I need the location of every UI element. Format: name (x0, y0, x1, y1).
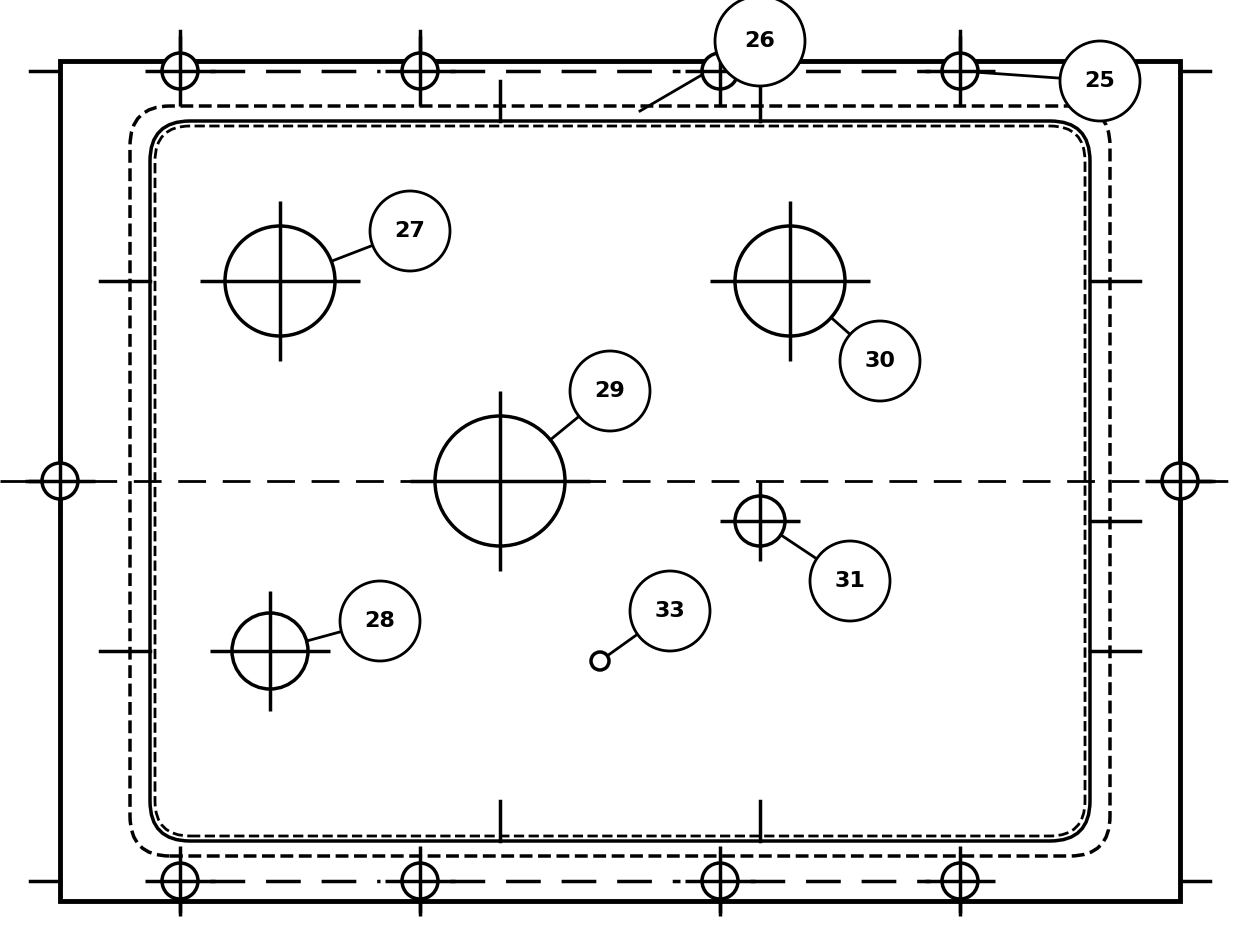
Text: 27: 27 (394, 221, 425, 241)
Circle shape (942, 53, 978, 89)
Circle shape (591, 652, 609, 670)
Text: 26: 26 (744, 31, 775, 51)
Circle shape (810, 541, 890, 621)
Circle shape (42, 463, 78, 499)
Text: 33: 33 (655, 601, 686, 621)
Circle shape (232, 613, 308, 689)
Circle shape (340, 581, 420, 661)
Circle shape (630, 571, 711, 651)
Circle shape (1060, 41, 1140, 121)
Circle shape (715, 0, 805, 86)
Bar (60, 61, 1180, 901)
Circle shape (435, 416, 565, 546)
Text: 25: 25 (1085, 71, 1115, 91)
Circle shape (402, 53, 438, 89)
Circle shape (735, 496, 785, 546)
Circle shape (702, 53, 738, 89)
Circle shape (570, 351, 650, 431)
Circle shape (839, 321, 920, 401)
Circle shape (162, 863, 198, 899)
Circle shape (1162, 463, 1198, 499)
Circle shape (370, 191, 450, 271)
Text: 30: 30 (864, 351, 895, 371)
Text: 28: 28 (365, 611, 396, 631)
Text: 29: 29 (595, 381, 625, 401)
Circle shape (702, 863, 738, 899)
Text: 31: 31 (835, 571, 866, 591)
Circle shape (942, 863, 978, 899)
Circle shape (162, 53, 198, 89)
Circle shape (735, 226, 844, 336)
Circle shape (402, 863, 438, 899)
Circle shape (224, 226, 335, 336)
